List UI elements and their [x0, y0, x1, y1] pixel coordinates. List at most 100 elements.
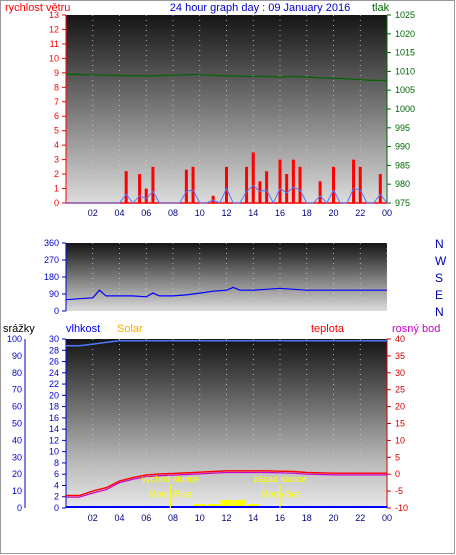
- humidity-tick-label: 20: [49, 390, 59, 400]
- pressure-tick-label: 990: [395, 142, 410, 152]
- wind-tick-label: 9: [54, 68, 59, 78]
- climate-panel-x-tick-label: 16: [275, 513, 285, 523]
- humidity-tick-label: 28: [49, 345, 59, 355]
- wind-tick-label: 5: [54, 126, 59, 136]
- temperature-line: [66, 470, 387, 497]
- wind-panel-x-tick-label: 02: [88, 208, 98, 218]
- climate-panel-x-tick-label: 02: [88, 513, 98, 523]
- rain-tick-label: 50: [12, 419, 22, 429]
- wind-panel-x-tick-label: 20: [328, 208, 338, 218]
- sunset-label: západ slunce: [253, 474, 306, 484]
- humidity-tick-label: 18: [49, 402, 59, 412]
- humidity-tick-label: 12: [49, 435, 59, 445]
- pressure-tick-label: 1015: [395, 48, 415, 58]
- moonrise-label: Moon Rise: [149, 489, 192, 499]
- rain-tick-label: 10: [12, 486, 22, 496]
- humidity-tick-label: 4: [54, 480, 59, 490]
- right-axis-title: tlak: [372, 2, 390, 14]
- rain-tick-label: 70: [12, 385, 22, 395]
- temperature-tick-label: 35: [395, 351, 405, 361]
- wind-panel-x-tick-label: 00: [382, 208, 392, 218]
- chart-title: 24 hour graph day : 09 January 2016: [170, 2, 350, 14]
- humidity-tick-label: 14: [49, 424, 59, 434]
- temperature-tick-label: 5: [395, 452, 400, 462]
- solar-label: Solar: [117, 323, 143, 335]
- humidity-label: vlhkost: [66, 323, 100, 335]
- wind-tick-label: 10: [49, 53, 59, 63]
- climate-panel-x-tick-label: 14: [248, 513, 258, 523]
- wind-tick-label: 6: [54, 111, 59, 121]
- temperature-tick-label: 30: [395, 368, 405, 378]
- rain-tick-label: 60: [12, 402, 22, 412]
- wind-panel-x-tick-label: 04: [114, 208, 124, 218]
- temperature-tick-label: 0: [395, 469, 400, 479]
- wind-tick-label: 11: [50, 39, 59, 49]
- climate-panel-x-tick-label: 22: [355, 513, 365, 523]
- wind-panel-x-tick-label: 22: [355, 208, 365, 218]
- temperature-tick-label: 20: [395, 402, 405, 412]
- temperature-tick-label: 15: [395, 419, 405, 429]
- pressure-tick-label: 1005: [395, 85, 415, 95]
- rain-tick-label: 20: [12, 469, 22, 479]
- humidity-line: [66, 339, 387, 347]
- wind-panel-x-tick-label: 12: [221, 208, 231, 218]
- wind-tick-label: 8: [54, 82, 59, 92]
- pressure-tick-label: 1020: [395, 29, 415, 39]
- pressure-tick-label: 1025: [395, 10, 415, 20]
- pressure-tick-label: 985: [395, 160, 410, 170]
- left-axis-title: rychlost větru: [5, 2, 70, 14]
- temperature-label: teplota: [311, 323, 345, 335]
- pressure-tick-label: 1010: [395, 66, 415, 76]
- direction-tick-label: 270: [44, 255, 59, 265]
- temperature-tick-label: -5: [395, 486, 403, 496]
- wind-tick-label: 7: [54, 97, 59, 107]
- humidity-tick-label: 2: [54, 492, 59, 502]
- wind-tick-label: 2: [54, 169, 59, 179]
- humidity-tick-label: 22: [49, 379, 59, 389]
- direction-tick-label: 360: [44, 238, 59, 248]
- wind-panel-x-tick-label: 06: [141, 208, 151, 218]
- wind-panel-x-tick-label: 16: [275, 208, 285, 218]
- rain-tick-label: 100: [7, 334, 22, 344]
- direction-tick-label: 90: [49, 289, 59, 299]
- wind-tick-label: 12: [49, 24, 59, 34]
- climate-panel-x-tick-label: 12: [221, 513, 231, 523]
- rain-tick-label: 0: [17, 503, 22, 513]
- solar-bar: [220, 500, 233, 508]
- temperature-tick-label: 10: [395, 435, 405, 445]
- climate-panel-x-tick-label: 08: [168, 513, 178, 523]
- rain-tick-label: 40: [12, 435, 22, 445]
- climate-panel-x-tick-label: 20: [328, 513, 338, 523]
- compass-label: W: [435, 254, 447, 268]
- direction-tick-label: 0: [54, 306, 59, 316]
- dewpoint-line: [66, 471, 387, 498]
- solar-bar: [233, 500, 246, 508]
- direction-line: [65, 286, 387, 301]
- climate-panel-x-tick-label: 06: [141, 513, 151, 523]
- direction-tick-label: 180: [44, 272, 59, 282]
- climate-panel-x-tick-label: 00: [382, 513, 392, 523]
- pressure-tick-label: 995: [395, 123, 410, 133]
- wind-panel-x-tick-label: 14: [248, 208, 258, 218]
- humidity-tick-label: 30: [49, 334, 59, 344]
- humidity-tick-label: 26: [49, 357, 59, 367]
- climate-panel-x-tick-label: 18: [302, 513, 312, 523]
- climate-panel-x-tick-label: 04: [114, 513, 124, 523]
- humidity-tick-label: 24: [49, 368, 59, 378]
- humidity-tick-label: 6: [54, 469, 59, 479]
- wind-panel-x-tick-label: 08: [168, 208, 178, 218]
- rain-tick-label: 30: [12, 452, 22, 462]
- humidity-tick-label: 10: [49, 447, 59, 457]
- compass-label: N: [435, 237, 444, 251]
- humidity-tick-label: 8: [54, 458, 59, 468]
- pressure-tick-label: 975: [395, 198, 410, 208]
- wind-tick-label: 13: [49, 10, 59, 20]
- compass-label: N: [435, 305, 444, 319]
- humidity-tick-label: 0: [54, 503, 59, 513]
- humidity-tick-label: 16: [49, 413, 59, 423]
- wind-tick-label: 0: [54, 198, 59, 208]
- temperature-tick-label: -10: [395, 503, 408, 513]
- sunrise-label: východ slunce: [142, 474, 199, 484]
